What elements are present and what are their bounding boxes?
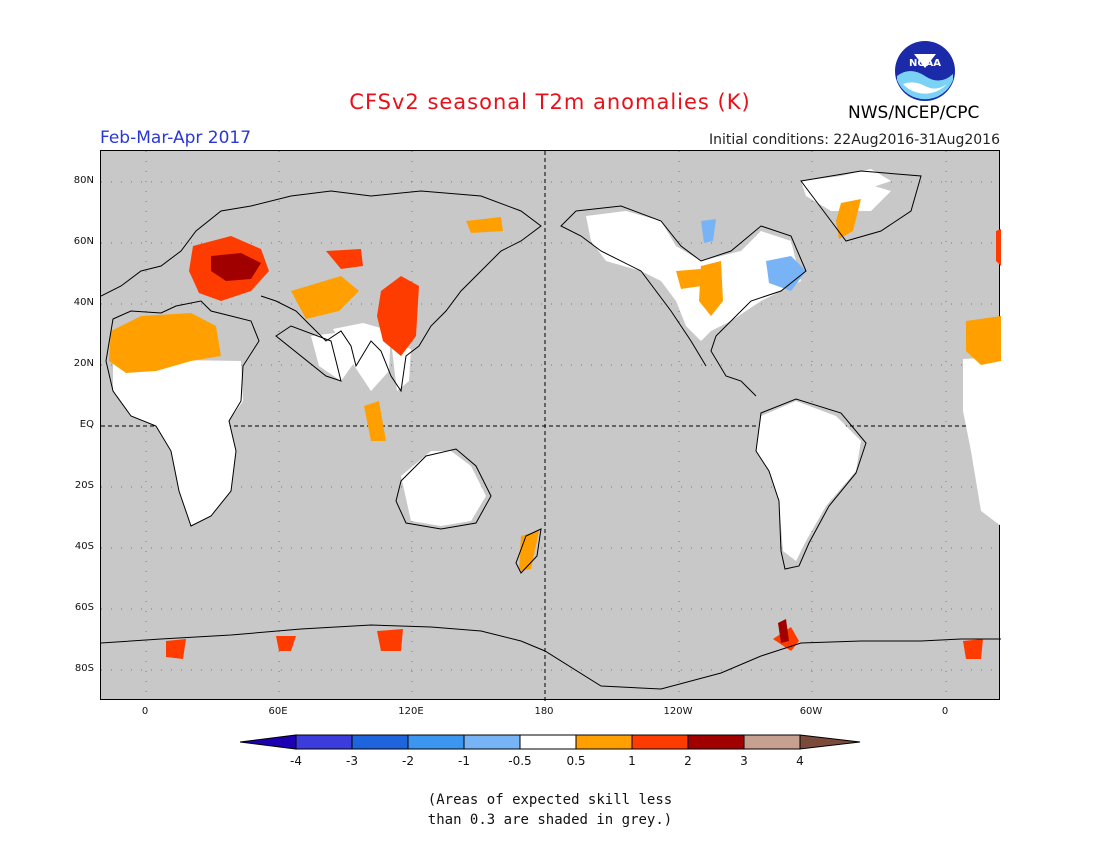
- skill-note-line1: (Areas of expected skill less: [427, 792, 673, 808]
- colorbar-swatches: [240, 734, 861, 750]
- forecast-period: Feb-Mar-Apr 2017: [100, 128, 252, 148]
- noaa-logo-icon: NOAA: [895, 41, 955, 101]
- map-canvas: [101, 151, 1001, 701]
- colorbar-label: 1: [628, 754, 636, 768]
- lat-label: 40N: [73, 297, 94, 308]
- anomaly-warm-1-2: [166, 229, 1001, 659]
- lon-label: 0: [941, 706, 949, 717]
- initial-conditions: Initial conditions: 22Aug2016-31Aug2016: [709, 132, 1000, 148]
- lon-label: 60W: [799, 706, 823, 717]
- lat-label: 40S: [74, 541, 94, 552]
- lat-label: 60S: [74, 602, 94, 613]
- lat-label: 80N: [73, 175, 94, 186]
- anomaly-cold-05-1: [701, 219, 806, 291]
- lat-label: 20S: [74, 480, 94, 491]
- lat-label: 60N: [73, 236, 94, 247]
- lon-label: 180: [534, 706, 554, 717]
- colorbar-label: -4: [290, 754, 302, 768]
- coastlines: [101, 170, 1001, 690]
- lon-label: 120E: [398, 706, 424, 717]
- anomaly-map: [100, 150, 1001, 701]
- colorbar-label: 0.5: [566, 754, 586, 768]
- lat-label: 20N: [73, 358, 94, 369]
- lon-label: 60E: [268, 706, 288, 717]
- lat-label: 80S: [74, 663, 94, 674]
- colorbar-label: -3: [346, 754, 358, 768]
- anomaly-warm-2-3: [211, 253, 789, 643]
- colorbar-label: -0.5: [508, 754, 532, 768]
- colorbar-label: 4: [796, 754, 804, 768]
- colorbar-label: 3: [740, 754, 748, 768]
- colorbar-label: 2: [684, 754, 692, 768]
- lon-label: 120W: [663, 706, 693, 717]
- logo-text: NOAA: [909, 58, 941, 69]
- skill-note-line2: than 0.3 are shaded in grey.): [427, 812, 673, 828]
- neutral-regions: [113, 169, 1001, 561]
- chart-title: CFSv2 seasonal T2m anomalies (K): [349, 90, 751, 114]
- lat-label: EQ: [79, 419, 94, 430]
- colorbar: [240, 734, 861, 750]
- colorbar-label: -1: [458, 754, 470, 768]
- agency-label: NWS/NCEP/CPC: [848, 103, 980, 123]
- lon-label: 0: [141, 706, 149, 717]
- colorbar-label: -2: [402, 754, 414, 768]
